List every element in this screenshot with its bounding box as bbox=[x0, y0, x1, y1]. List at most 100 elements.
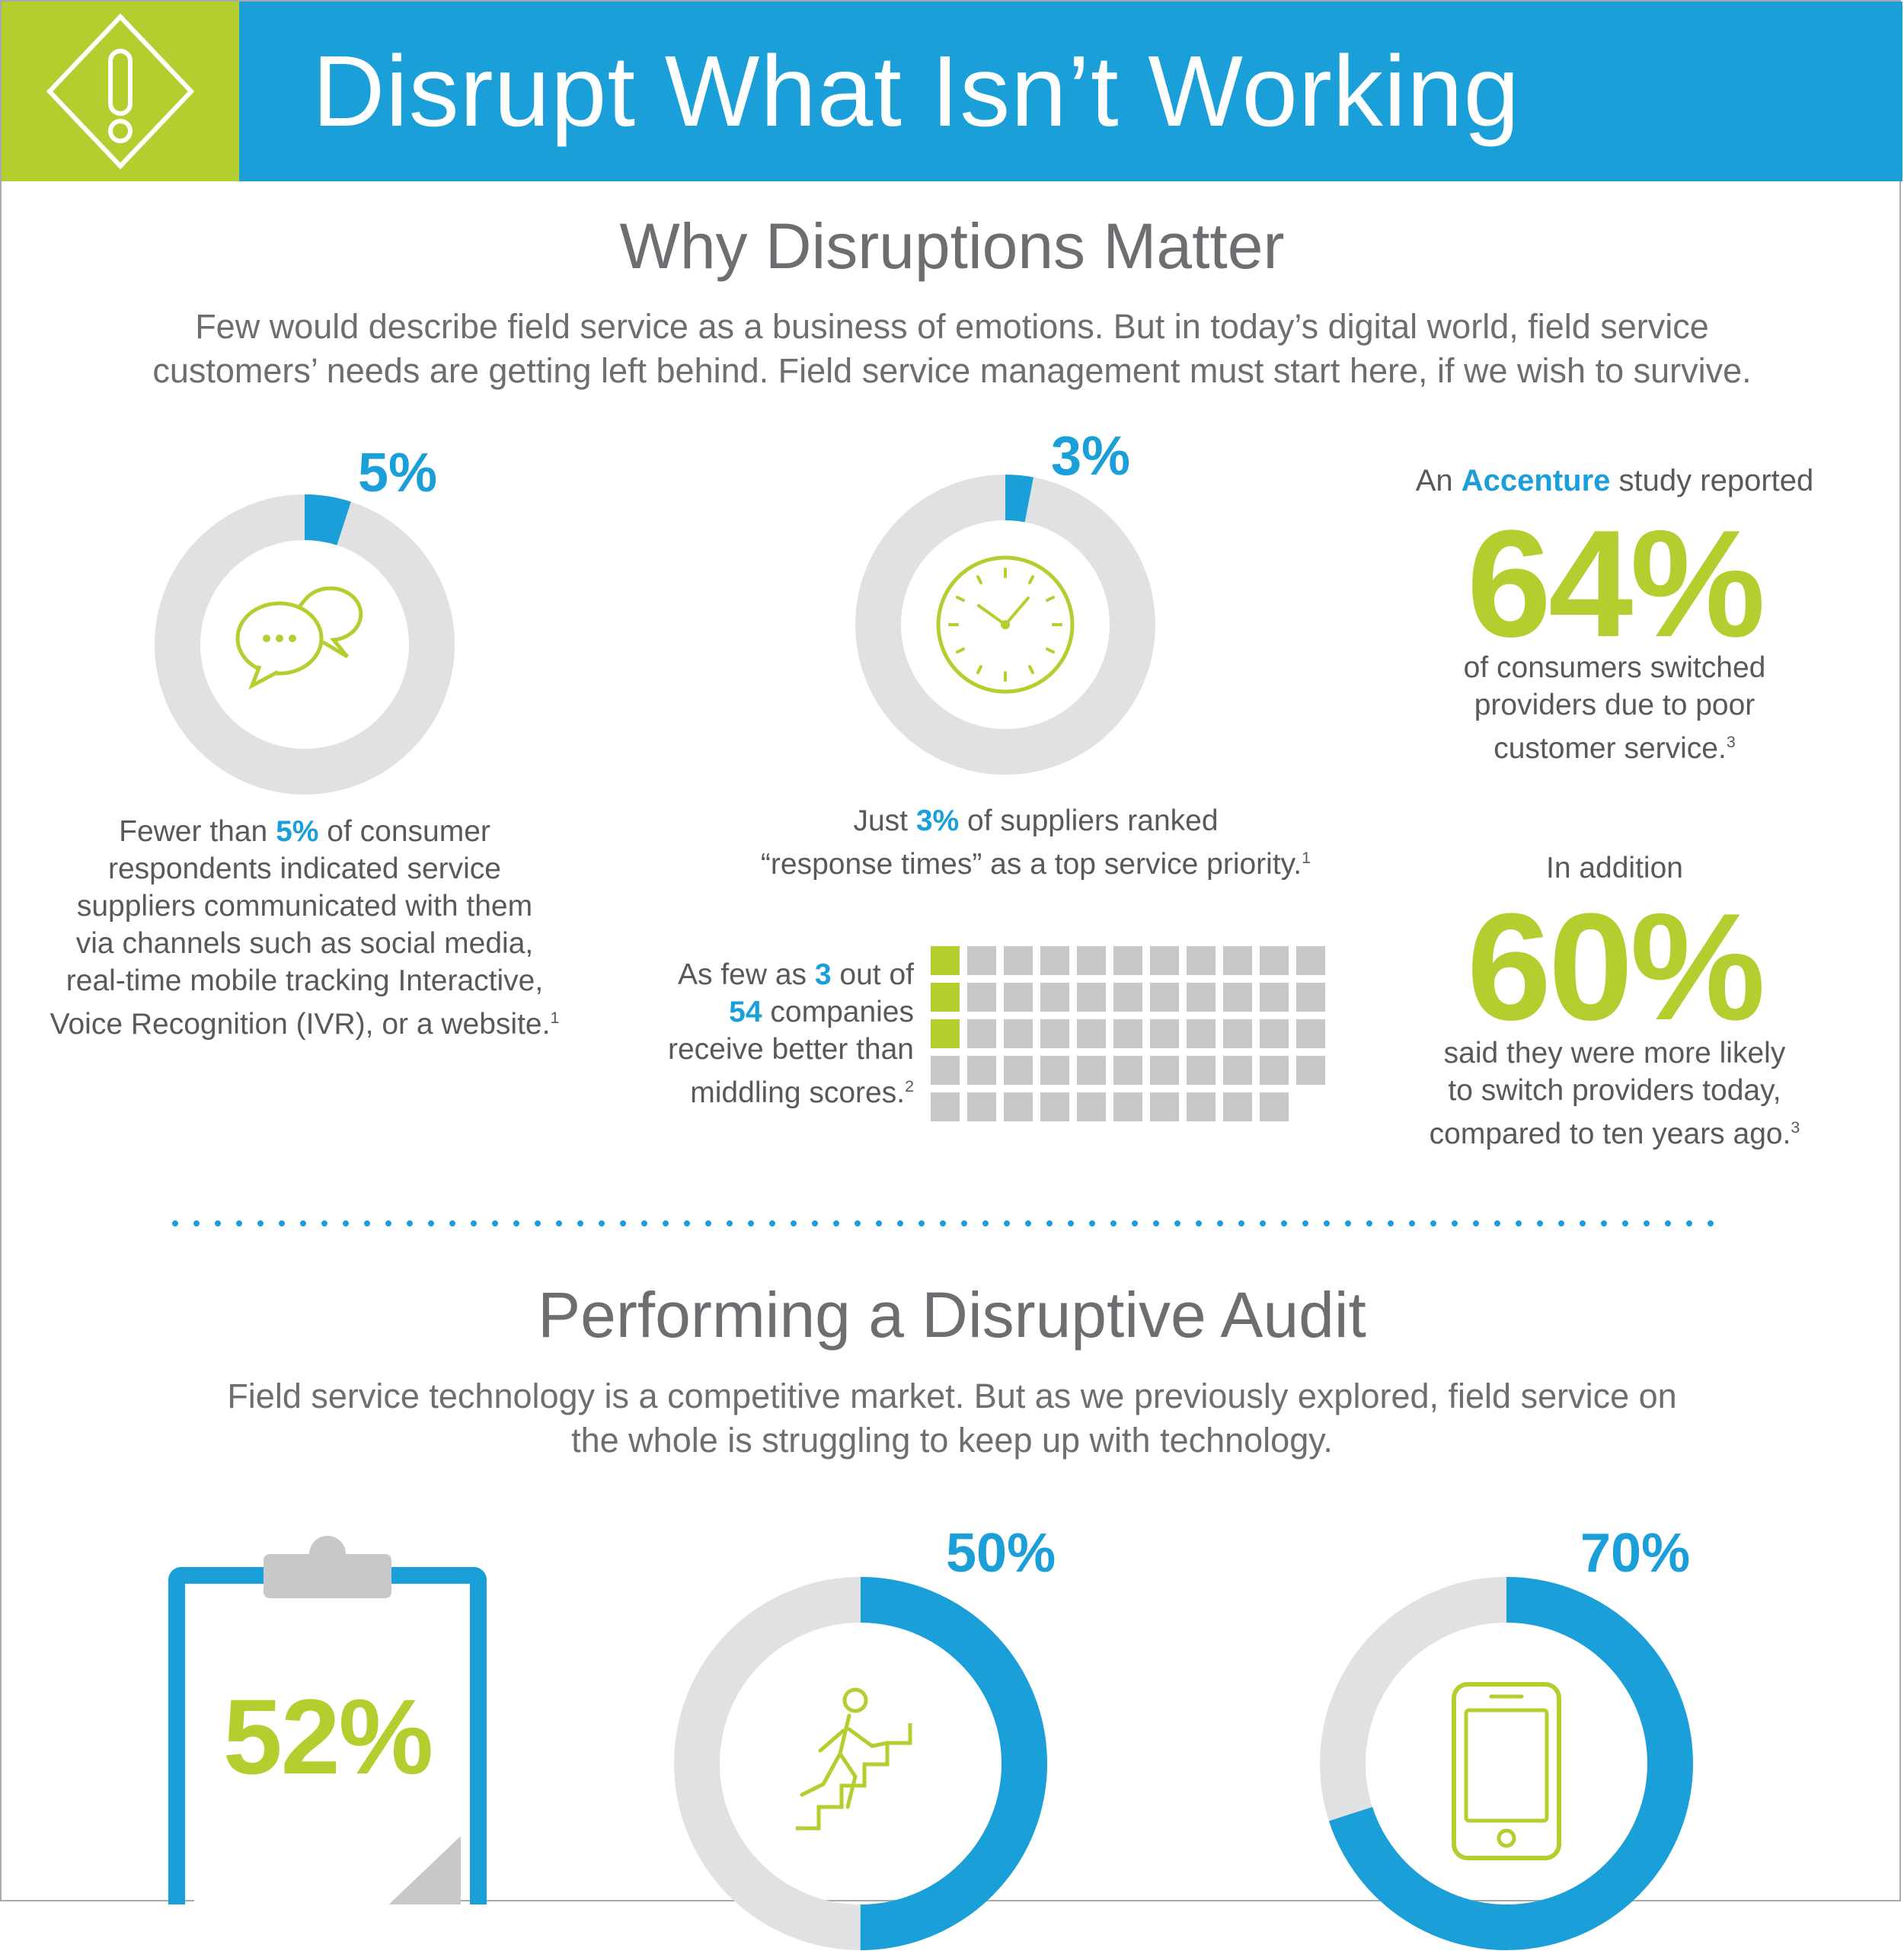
text: via channels such as social media, bbox=[75, 927, 534, 960]
waffle-cell bbox=[1260, 1056, 1289, 1085]
stat-addition-intro: In addition bbox=[1546, 852, 1683, 884]
donut-value-arc bbox=[855, 475, 1155, 775]
text: Just bbox=[853, 804, 916, 837]
waffle-cell bbox=[1260, 946, 1289, 975]
waffle-cell bbox=[1223, 983, 1252, 1012]
waffle-cell bbox=[1150, 1092, 1179, 1121]
footnote: 2 bbox=[905, 1077, 914, 1095]
intro-line: Field service technology is a competitiv… bbox=[227, 1377, 1677, 1415]
waffle-cell bbox=[1077, 1019, 1106, 1048]
stat-addition-text: said they were more likely to switch pro… bbox=[1371, 1035, 1858, 1153]
waffle-cell bbox=[1113, 1056, 1142, 1085]
big-stat-64: 64% bbox=[1466, 499, 1765, 669]
waffle-cell bbox=[1150, 1019, 1179, 1048]
accenture-highlight: Accenture bbox=[1461, 464, 1611, 497]
header-icon-panel bbox=[2, 2, 239, 181]
donut-chart-response bbox=[855, 475, 1155, 775]
waffle-cell bbox=[1150, 1056, 1179, 1085]
footnote: 3 bbox=[1726, 733, 1736, 751]
waffle-cell bbox=[967, 946, 996, 975]
donut-percent-label: 70% bbox=[1580, 1523, 1691, 1584]
intro-line: the whole is struggling to keep up with … bbox=[571, 1421, 1333, 1460]
waffle-cell bbox=[1150, 946, 1179, 975]
footnote: 1 bbox=[1302, 849, 1311, 867]
waffle-cell bbox=[931, 1056, 960, 1085]
waffle-cell bbox=[1004, 1056, 1033, 1085]
waffle-cell bbox=[1040, 1056, 1069, 1085]
waffle-cell bbox=[1223, 1092, 1252, 1121]
text: Voice Recognition (IVR), or a website. bbox=[50, 1008, 551, 1041]
text: of consumers switched bbox=[1463, 651, 1766, 684]
footnote: 1 bbox=[550, 1009, 560, 1027]
section-title-disruptive-audit: Performing a Disruptive Audit bbox=[538, 1279, 1366, 1351]
waffle-cell bbox=[1077, 1056, 1106, 1085]
waffle-cell bbox=[1040, 1092, 1069, 1121]
donut-chart-communication bbox=[155, 494, 455, 795]
waffle-cell bbox=[1113, 983, 1142, 1012]
chat-bubbles-icon bbox=[235, 587, 363, 690]
text: suppliers communicated with them bbox=[76, 890, 533, 923]
clipboard-icon bbox=[168, 1536, 487, 1904]
waffle-cell bbox=[1113, 1019, 1142, 1048]
text: As few as bbox=[677, 958, 815, 991]
waffle-cell bbox=[1296, 1056, 1325, 1085]
waffle-cell bbox=[1223, 1019, 1252, 1048]
intro-line: customers’ needs are getting left behind… bbox=[152, 351, 1752, 390]
text: to switch providers today, bbox=[1448, 1074, 1781, 1107]
text: respondents indicated service bbox=[108, 852, 501, 885]
waffle-cell bbox=[967, 983, 996, 1012]
stat-communication-text: Fewer than 5% of consumer respondents in… bbox=[15, 813, 594, 1043]
donut-value-arc bbox=[155, 494, 455, 795]
waffle-cell bbox=[1187, 1019, 1216, 1048]
stat-accenture-intro: An Accenture study reported bbox=[1371, 462, 1858, 500]
waffle-cell bbox=[1223, 1056, 1252, 1085]
waffle-cell bbox=[1113, 946, 1142, 975]
waffle-cell bbox=[1187, 1092, 1216, 1121]
waffle-cell bbox=[1113, 1092, 1142, 1121]
waffle-cell bbox=[1187, 983, 1216, 1012]
text: An bbox=[1415, 464, 1462, 497]
donut-percent-label: 50% bbox=[946, 1523, 1056, 1584]
waffle-cell bbox=[1260, 983, 1289, 1012]
waffle-cell bbox=[967, 1056, 996, 1085]
climbing-stairs-icon bbox=[796, 1687, 912, 1831]
clock-icon bbox=[936, 555, 1075, 694]
text: real-time mobile tracking Interactive, bbox=[65, 964, 544, 997]
text: receive better than bbox=[667, 1033, 914, 1066]
waffle-cell bbox=[967, 1092, 996, 1121]
text: of suppliers ranked bbox=[959, 804, 1219, 837]
waffle-cell bbox=[1004, 946, 1033, 975]
waffle-cell bbox=[1004, 983, 1033, 1012]
waffle-cell bbox=[1077, 1092, 1106, 1121]
section-intro-why-disruptions: Few would describe field service as a bu… bbox=[46, 305, 1858, 393]
waffle-cell bbox=[1260, 1019, 1289, 1048]
dotted-divider bbox=[172, 1220, 1724, 1226]
highlight-value: 3% bbox=[915, 804, 960, 837]
waffle-cell bbox=[1040, 1019, 1069, 1048]
donut-percent-label: 3% bbox=[1051, 426, 1131, 487]
section-intro-disruptive-audit: Field service technology is a competitiv… bbox=[46, 1374, 1858, 1463]
waffle-cell bbox=[1004, 1019, 1033, 1048]
page-title: Disrupt What Isn’t Working bbox=[312, 35, 1521, 147]
text: providers due to poor bbox=[1474, 689, 1755, 721]
waffle-cell bbox=[1187, 946, 1216, 975]
text: middling scores. bbox=[690, 1076, 906, 1109]
text: Fewer than bbox=[119, 815, 276, 848]
big-stat-60: 60% bbox=[1466, 882, 1765, 1052]
stat-response-text: Just 3% of suppliers ranked “response ti… bbox=[655, 802, 1417, 883]
waffle-cell bbox=[1004, 1092, 1033, 1121]
text: of consumer bbox=[318, 815, 490, 848]
waffle-cell bbox=[1077, 983, 1106, 1012]
waffle-cell bbox=[931, 983, 960, 1012]
waffle-cell bbox=[1150, 983, 1179, 1012]
waffle-cell bbox=[1260, 1092, 1289, 1121]
text: compared to ten years ago. bbox=[1429, 1118, 1791, 1150]
section-title-why-disruptions: Why Disruptions Matter bbox=[619, 210, 1285, 282]
footnote: 3 bbox=[1791, 1118, 1800, 1137]
header-banner bbox=[239, 2, 1902, 181]
waffle-cell bbox=[931, 1092, 960, 1121]
big-stat-52: 52% bbox=[222, 1677, 433, 1796]
text: “response times” as a top service priori… bbox=[760, 848, 1302, 881]
waffle-cell bbox=[1187, 1056, 1216, 1085]
highlight-value: 54 bbox=[729, 996, 762, 1028]
